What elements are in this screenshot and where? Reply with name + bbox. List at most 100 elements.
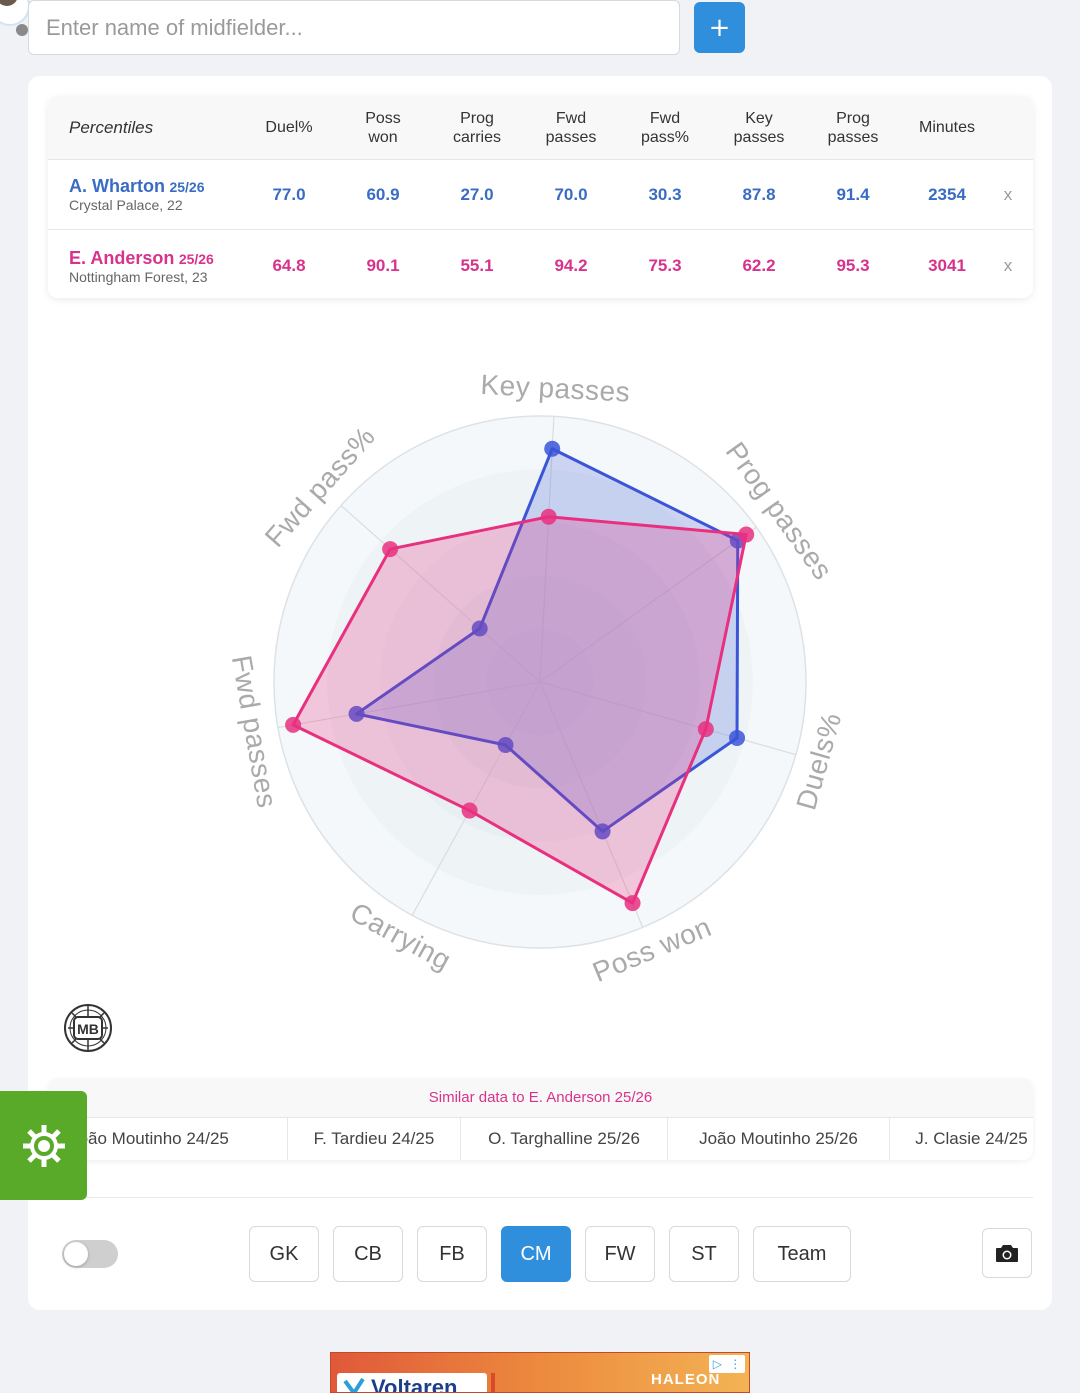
avatar-badge-icon <box>16 24 28 36</box>
player-cell: E. Anderson 25/26 Nottingham Forest, 23 <box>69 231 214 298</box>
radar-point[interactable] <box>738 526 755 543</box>
remove-player-button[interactable]: x <box>1003 256 1013 275</box>
radar-point[interactable] <box>729 729 746 746</box>
value-prog-carries: 27.0 <box>460 184 494 204</box>
radar-point[interactable] <box>461 802 478 819</box>
position-button-cb[interactable]: CB <box>333 1226 403 1282</box>
similar-player-item[interactable]: F. Tardieu 24/25 <box>288 1118 461 1160</box>
radar-spoke <box>340 505 541 683</box>
value-fwd-pass-pct: 75.3 <box>648 256 682 275</box>
player-name[interactable]: A. Wharton <box>69 176 165 196</box>
radar-point[interactable] <box>285 716 302 733</box>
ad-logo-icon <box>343 1377 365 1392</box>
radar-point[interactable] <box>544 440 561 457</box>
settings-button[interactable] <box>0 1091 87 1200</box>
player-name[interactable]: E. Anderson <box>69 247 175 268</box>
position-button-cm[interactable]: CM <box>501 1226 571 1282</box>
table-row: E. Anderson 25/26 Nottingham Forest, 23 … <box>48 231 1033 298</box>
similar-player-item[interactable]: J. Clasie 24/25 <box>915 1129 1028 1148</box>
position-button-gk[interactable]: GK <box>249 1226 319 1282</box>
radar-point[interactable] <box>540 508 557 525</box>
value-prog-carries: 55.1 <box>460 256 494 275</box>
similar-player-item[interactable]: João Moutinho 25/26 <box>668 1118 890 1160</box>
value-minutes: 2354 <box>928 184 966 204</box>
value-fwd-pass-pct: 30.3 <box>648 184 682 204</box>
value-key-passes: 62.2 <box>742 256 776 275</box>
player-season: 25/26 <box>169 179 205 195</box>
ad-brand: Voltaren <box>371 1375 458 1393</box>
position-button-fb[interactable]: FB <box>417 1226 487 1282</box>
column-header-key-passes[interactable]: Key passes <box>733 109 785 146</box>
column-header-fwd-pass-pct[interactable]: Fwd pass% <box>640 109 690 146</box>
value-poss-won: 90.1 <box>366 256 400 275</box>
column-header-prog-passes[interactable]: Prog passes <box>827 109 879 146</box>
mb-logo-icon: MB <box>64 1004 112 1052</box>
display-toggle[interactable] <box>62 1240 118 1268</box>
radar-spoke <box>539 681 797 756</box>
screenshot-button[interactable] <box>982 1228 1032 1278</box>
radar-point[interactable] <box>594 823 611 840</box>
player-season: 25/26 <box>178 250 214 267</box>
comparison-card: Percentiles Duel% Poss won Prog carries … <box>28 76 1052 1310</box>
value-fwd-passes: 70.0 <box>554 184 588 204</box>
logo-text: MB <box>77 1021 99 1037</box>
camera-icon <box>996 1245 1018 1262</box>
column-header-percentiles: Percentiles <box>69 118 154 137</box>
toggle-knob <box>64 1242 88 1266</box>
player-cell: A. Wharton 25/26 Crystal Palace, 22 <box>69 160 205 229</box>
radar-spoke <box>539 526 757 683</box>
column-header-duel[interactable]: Duel% <box>265 119 313 136</box>
similar-player-item[interactable]: O. Targhalline 25/26 <box>461 1118 668 1160</box>
value-poss-won: 60.9 <box>366 184 400 204</box>
radar-spoke <box>539 416 555 683</box>
similar-players-title: Similar data to E. Anderson 25/26 <box>48 1078 1033 1118</box>
value-key-passes: 87.8 <box>742 184 776 204</box>
midfielder-search-input[interactable] <box>28 0 680 55</box>
column-header-prog-carries[interactable]: Prog carries <box>452 109 501 146</box>
radar-spoke <box>411 681 541 916</box>
ad-choices-icon[interactable]: ▷ ⋮ <box>709 1355 745 1373</box>
radar-point[interactable] <box>382 541 399 558</box>
radar-series-area <box>291 515 748 905</box>
value-fwd-passes: 94.2 <box>554 256 588 275</box>
radar-spoke <box>539 681 644 928</box>
similar-player-item[interactable]: João Moutinho 24/25 <box>48 1118 288 1160</box>
table-header: Percentiles Duel% Poss won Prog carries … <box>48 96 1033 160</box>
radar-series-2 <box>285 508 755 912</box>
position-button-st[interactable]: ST <box>669 1226 739 1282</box>
value-duel: 77.0 <box>272 184 306 204</box>
radar-series-1 <box>348 440 746 840</box>
player-club-age: Crystal Palace, 22 <box>69 197 183 213</box>
user-avatar[interactable] <box>0 0 30 26</box>
column-header-poss-won[interactable]: Poss won <box>365 109 401 146</box>
player-club-age: Nottingham Forest, 23 <box>69 268 208 285</box>
position-button-team[interactable]: Team <box>753 1226 851 1282</box>
ad-sponsor: HALEON <box>651 1371 721 1388</box>
advertisement-banner[interactable]: Voltaren HALEON ▷ ⋮ <box>330 1352 750 1393</box>
value-prog-passes: 95.3 <box>836 256 870 275</box>
radar-axis-label: Key passes <box>480 369 631 408</box>
ad-stripe <box>491 1373 495 1392</box>
radar-point[interactable] <box>497 736 514 753</box>
radar-point[interactable] <box>471 620 488 637</box>
column-header-fwd-passes[interactable]: Fwd passes <box>545 109 597 146</box>
value-prog-passes: 91.4 <box>836 184 870 204</box>
radar-spokes <box>277 416 797 928</box>
similar-players-panel: Similar data to E. Anderson 25/26 João M… <box>48 1078 1033 1160</box>
remove-player-button[interactable]: x <box>1003 184 1013 204</box>
add-player-button[interactable]: + <box>694 2 745 53</box>
radar-point[interactable] <box>624 895 641 912</box>
table-row: A. Wharton 25/26 Crystal Palace, 22 77.0… <box>48 160 1033 230</box>
radar-point[interactable] <box>348 705 365 722</box>
column-header-minutes[interactable]: Minutes <box>918 119 976 136</box>
value-duel: 64.8 <box>272 256 306 275</box>
radar-point[interactable] <box>697 721 714 738</box>
position-button-fw[interactable]: FW <box>585 1226 655 1282</box>
gear-icon <box>22 1124 65 1167</box>
radar-series <box>285 440 755 912</box>
percentiles-table: Percentiles Duel% Poss won Prog carries … <box>48 96 1033 298</box>
radar-spoke <box>277 681 541 729</box>
divider <box>48 1197 1033 1198</box>
value-minutes: 3041 <box>928 256 966 275</box>
